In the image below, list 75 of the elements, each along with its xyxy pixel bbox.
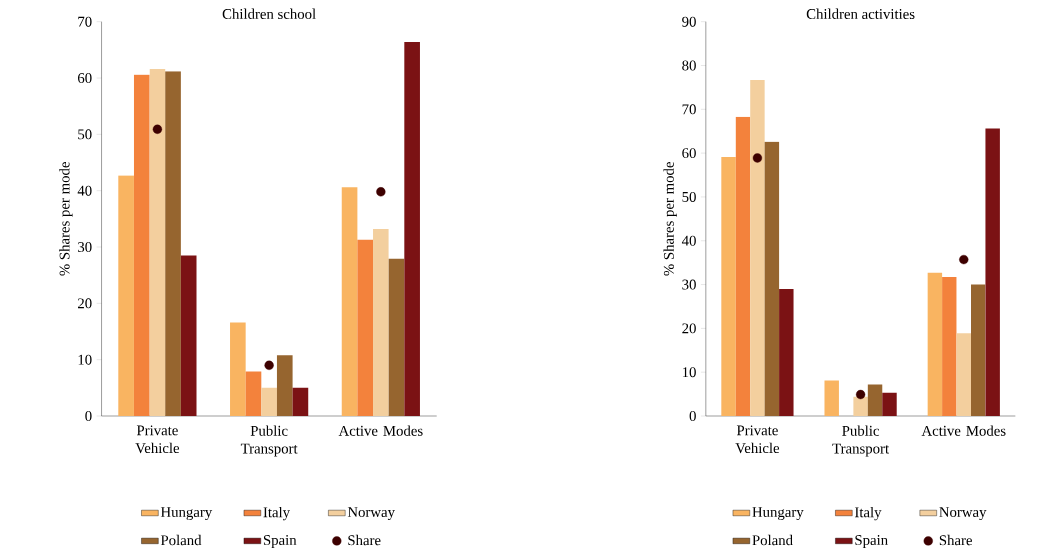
legend-label: Poland <box>160 534 202 546</box>
point <box>855 389 866 400</box>
y-axis-title: % Shares per mode <box>663 162 677 276</box>
bar <box>735 116 751 417</box>
point <box>376 187 386 197</box>
y-tick-label: 10 <box>682 367 696 378</box>
y-tick-label: 70 <box>682 104 696 115</box>
y-tick-label: 30 <box>78 242 92 253</box>
bar <box>276 355 293 417</box>
y-tick-label: 20 <box>682 323 696 334</box>
bar <box>971 284 986 417</box>
legend-label: Hungary <box>752 507 804 521</box>
bar <box>292 387 309 417</box>
bar <box>388 258 405 417</box>
bar <box>750 79 765 417</box>
x-tick-label: Active Modes <box>921 425 1006 436</box>
y-axis-title: % Shares per mode <box>59 162 73 276</box>
bar <box>165 71 181 417</box>
legend-label: Share <box>348 534 381 546</box>
y-tick-label: 60 <box>78 73 92 84</box>
y-tick-label: 80 <box>682 60 696 71</box>
bar <box>118 175 134 417</box>
bar <box>149 69 166 417</box>
legend-label: Norway <box>347 507 395 521</box>
y-tick-label: 70 <box>78 16 92 27</box>
legend-label: Italy <box>854 506 882 521</box>
point <box>959 254 969 265</box>
y-tick-label: 30 <box>682 279 696 290</box>
point <box>752 153 763 163</box>
y-tick-label: 0 <box>85 411 92 421</box>
y-tick-label: 20 <box>78 298 92 309</box>
x-tick-label: Public Transport <box>240 425 298 457</box>
bar <box>373 229 389 417</box>
legend-label: Spain <box>855 535 888 549</box>
x-tick-label: Public Transport <box>832 425 889 457</box>
y-tick-label: 40 <box>77 185 92 196</box>
point <box>152 124 163 134</box>
bar <box>853 396 868 417</box>
legend-label: Spain <box>263 535 297 549</box>
legend-label: Poland <box>752 534 793 546</box>
bar <box>764 141 780 417</box>
legend-label: Italy <box>263 506 290 521</box>
legend-label: Share <box>939 534 972 546</box>
bar <box>357 239 374 417</box>
bar <box>927 272 943 417</box>
legend-label: Hungary <box>160 507 213 521</box>
bar <box>985 128 1000 417</box>
y-tick-label: 60 <box>682 148 696 159</box>
bar <box>867 384 883 417</box>
bar <box>404 41 420 417</box>
x-tick-label: Private Vehicle <box>735 425 780 454</box>
bar <box>245 371 262 417</box>
y-tick-label: 40 <box>681 235 696 246</box>
y-tick-label: 50 <box>78 129 92 140</box>
bar <box>942 277 957 417</box>
bar <box>230 322 246 417</box>
bar <box>721 157 736 417</box>
bar <box>180 255 197 417</box>
chart-title: Children school <box>222 8 316 20</box>
bar <box>261 387 277 417</box>
x-tick-label: Private Vehicle <box>135 425 180 454</box>
y-tick-label: 50 <box>682 191 696 202</box>
bar <box>779 288 794 417</box>
legend-label: Norway <box>939 507 987 521</box>
chart-title: Children activities <box>806 8 915 20</box>
bar <box>341 187 358 417</box>
y-tick-label: 90 <box>682 16 696 27</box>
bar <box>882 392 897 417</box>
y-tick-label: 0 <box>689 411 696 421</box>
y-tick-label: 10 <box>78 354 92 365</box>
point <box>264 360 274 370</box>
x-tick-label: Active Modes <box>338 425 423 436</box>
bar <box>824 380 839 417</box>
bar <box>133 74 150 417</box>
bar <box>956 333 971 417</box>
